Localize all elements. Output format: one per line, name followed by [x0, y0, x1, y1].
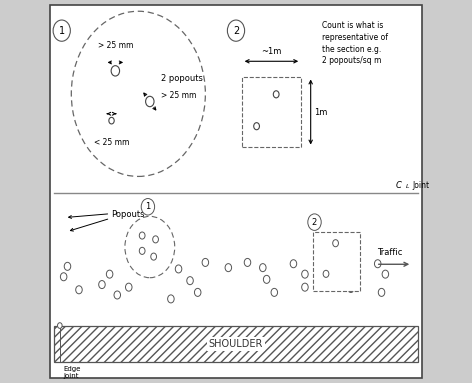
- Bar: [242, 77, 301, 147]
- Ellipse shape: [187, 277, 194, 285]
- Ellipse shape: [53, 20, 70, 41]
- Text: 1: 1: [59, 26, 65, 36]
- Ellipse shape: [125, 216, 175, 278]
- Ellipse shape: [151, 253, 157, 260]
- Ellipse shape: [302, 283, 308, 291]
- Text: $\mathit{L}$: $\mathit{L}$: [405, 182, 410, 190]
- Text: 2: 2: [233, 26, 239, 36]
- Text: Edge
Joint: Edge Joint: [64, 366, 81, 379]
- Bar: [54, 326, 418, 362]
- Ellipse shape: [374, 260, 381, 268]
- Ellipse shape: [336, 270, 343, 278]
- Ellipse shape: [58, 323, 62, 328]
- Ellipse shape: [194, 288, 201, 296]
- Ellipse shape: [329, 260, 335, 268]
- Ellipse shape: [244, 259, 251, 267]
- Text: 2: 2: [312, 218, 317, 227]
- Ellipse shape: [302, 270, 308, 278]
- Ellipse shape: [175, 265, 182, 273]
- Text: 1m: 1m: [314, 108, 328, 116]
- Text: 2 popouts: 2 popouts: [161, 74, 203, 83]
- Ellipse shape: [64, 262, 71, 270]
- Ellipse shape: [139, 232, 145, 239]
- Text: < 25 mm: < 25 mm: [94, 138, 129, 147]
- Text: $\mathit{C}$: $\mathit{C}$: [395, 179, 403, 190]
- Ellipse shape: [260, 264, 266, 272]
- Ellipse shape: [146, 96, 154, 107]
- Ellipse shape: [273, 91, 279, 98]
- Ellipse shape: [168, 295, 174, 303]
- Text: ~1m: ~1m: [261, 47, 282, 56]
- Ellipse shape: [290, 260, 297, 268]
- Ellipse shape: [111, 65, 119, 76]
- Ellipse shape: [333, 240, 338, 247]
- Text: SHOULDER: SHOULDER: [209, 339, 263, 349]
- Text: Popouts: Popouts: [111, 210, 145, 219]
- Ellipse shape: [254, 123, 260, 130]
- Text: Count is what is
representative of
the section e.g.
2 popouts/sq m: Count is what is representative of the s…: [322, 21, 388, 65]
- Ellipse shape: [202, 259, 209, 267]
- Ellipse shape: [323, 270, 329, 277]
- Ellipse shape: [228, 20, 244, 41]
- Ellipse shape: [382, 270, 388, 278]
- Ellipse shape: [378, 288, 385, 296]
- Ellipse shape: [348, 285, 354, 293]
- Ellipse shape: [76, 286, 82, 294]
- Ellipse shape: [109, 117, 114, 124]
- Ellipse shape: [114, 291, 120, 299]
- Text: 1: 1: [145, 202, 151, 211]
- Text: Traffic: Traffic: [377, 248, 402, 257]
- Ellipse shape: [153, 236, 159, 243]
- Ellipse shape: [271, 288, 278, 296]
- Ellipse shape: [141, 198, 155, 215]
- Text: > 25 mm: > 25 mm: [161, 91, 197, 100]
- Ellipse shape: [106, 270, 113, 278]
- Ellipse shape: [225, 264, 232, 272]
- Ellipse shape: [263, 275, 270, 283]
- Ellipse shape: [126, 283, 132, 291]
- Ellipse shape: [139, 247, 145, 254]
- Ellipse shape: [99, 281, 105, 288]
- Ellipse shape: [60, 273, 67, 281]
- Text: Joint: Joint: [412, 182, 430, 190]
- Ellipse shape: [71, 11, 205, 177]
- Text: > 25 mm: > 25 mm: [98, 41, 133, 50]
- Bar: [312, 232, 361, 291]
- Ellipse shape: [308, 214, 321, 231]
